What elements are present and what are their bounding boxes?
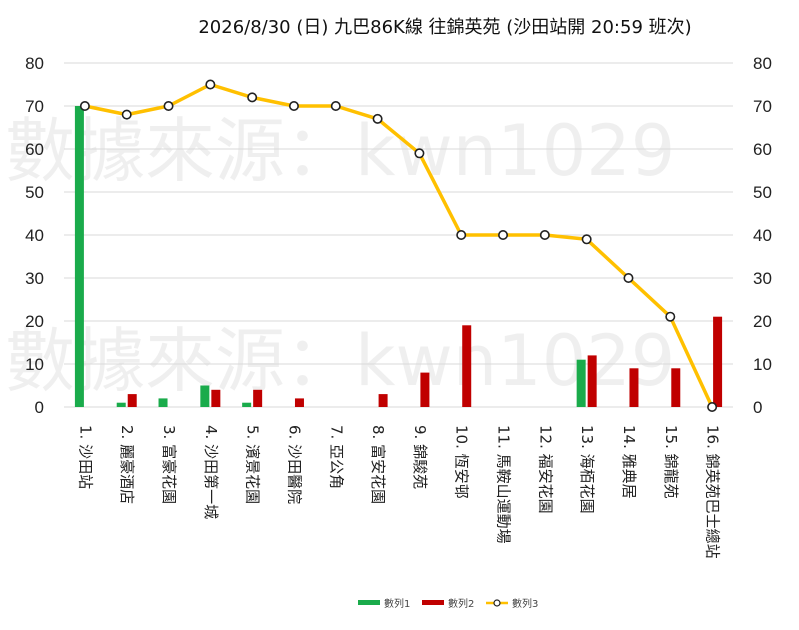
line-point xyxy=(121,109,132,120)
line-point xyxy=(581,234,592,245)
y-tick-label: 10 xyxy=(753,355,772,374)
x-category-label: 11. 馬鞍山運動場 xyxy=(495,425,513,544)
x-category-label: 3. 富豪花園 xyxy=(160,425,178,504)
bar xyxy=(253,389,263,407)
legend-label: 數列2 xyxy=(448,597,474,610)
y-tick-label: 10 xyxy=(25,355,44,374)
legend-swatch xyxy=(358,600,380,605)
y-tick-label: 80 xyxy=(25,54,44,73)
legend-swatch xyxy=(422,600,444,605)
y-axis-left: 0 10 20 30 40 50 60 70 80 xyxy=(25,54,44,417)
x-category-label: 14. 雅典居 xyxy=(620,425,638,499)
line-point xyxy=(623,272,634,283)
legend-marker xyxy=(493,599,501,607)
x-category-label: 7. 亞公角 xyxy=(327,425,345,489)
x-category-label: 6. 沙田醫院 xyxy=(285,425,303,504)
x-category-label: 13. 海栢花園 xyxy=(578,425,596,514)
line-point xyxy=(79,101,90,112)
y-tick-label: 0 xyxy=(35,398,44,417)
bar xyxy=(200,385,210,407)
line-point xyxy=(163,101,174,112)
line-point xyxy=(414,148,425,159)
watermark-layer: 數據來源：kwn1029 數據來源：kwn1029 xyxy=(5,110,675,402)
y-tick-label: 40 xyxy=(753,226,772,245)
bar xyxy=(116,402,126,407)
x-category-label: 2. 麗豪酒店 xyxy=(118,425,136,504)
line-point xyxy=(288,101,299,112)
bar xyxy=(127,394,137,407)
bar xyxy=(242,402,252,407)
watermark-text: 數據來源：kwn1029 xyxy=(5,110,675,192)
x-category-label: 15. 錦龍苑 xyxy=(662,425,680,499)
chart-title: 2026/8/30 (日) 九巴86K線 往錦英苑 (沙田站開 20:59 班次… xyxy=(198,17,691,38)
y-tick-label: 50 xyxy=(753,183,772,202)
x-category-label: 10. 恆安邨 xyxy=(453,425,471,499)
line-point xyxy=(498,230,509,241)
bar xyxy=(587,355,597,407)
bar xyxy=(420,372,430,407)
y-tick-label: 40 xyxy=(25,226,44,245)
y-tick-label: 60 xyxy=(25,140,44,159)
y-tick-label: 70 xyxy=(753,97,772,116)
legend-label: 數列1 xyxy=(384,597,410,610)
y-tick-label: 30 xyxy=(25,269,44,288)
bar xyxy=(671,368,681,407)
bar xyxy=(294,398,304,407)
bar xyxy=(713,316,723,407)
watermark-text: 數據來源：kwn1029 xyxy=(5,320,675,402)
line-point xyxy=(665,311,676,322)
bar xyxy=(576,359,586,407)
y-tick-label: 30 xyxy=(753,269,772,288)
line-point xyxy=(456,230,467,241)
line-point xyxy=(330,101,341,112)
y-tick-label: 20 xyxy=(25,312,44,331)
x-category-label: 8. 富安花園 xyxy=(369,425,387,504)
x-category-label: 5. 濱景花園 xyxy=(244,425,262,504)
y-axis-right: 0 10 20 30 40 50 60 70 80 xyxy=(753,54,772,417)
x-category-label: 4. 沙田第一城 xyxy=(202,425,220,519)
y-tick-label: 70 xyxy=(25,97,44,116)
bar-series xyxy=(74,106,723,407)
x-category-label: 12. 福安花園 xyxy=(536,425,554,514)
bar xyxy=(211,389,221,407)
gridlines xyxy=(64,62,733,408)
line-point xyxy=(247,92,258,103)
bar xyxy=(158,398,168,407)
bar xyxy=(378,394,388,407)
line-series xyxy=(79,79,718,412)
x-category-label: 1. 沙田站 xyxy=(76,425,94,489)
line-path xyxy=(84,82,714,408)
y-tick-label: 60 xyxy=(753,140,772,159)
bar xyxy=(74,106,84,407)
legend: 數列1 數列2 數列3 xyxy=(358,597,538,610)
y-tick-label: 0 xyxy=(753,398,762,417)
y-tick-label: 80 xyxy=(753,54,772,73)
legend-label: 數列3 xyxy=(512,597,538,610)
line-point xyxy=(707,401,718,412)
bar xyxy=(629,368,639,407)
line-point xyxy=(539,230,550,241)
line-point xyxy=(372,113,383,124)
x-category-label: 16. 錦英苑巴士總站 xyxy=(704,425,722,559)
x-axis-categories: 1. 沙田站 2. 麗豪酒店 3. 富豪花園 4. 沙田第一城 5. 濱景花園 6. 沙田… xyxy=(76,425,721,559)
bar xyxy=(462,325,472,407)
x-category-label: 9. 錦駿苑 xyxy=(411,425,429,489)
y-tick-label: 50 xyxy=(25,183,44,202)
y-tick-label: 20 xyxy=(753,312,772,331)
line-point xyxy=(205,79,216,90)
